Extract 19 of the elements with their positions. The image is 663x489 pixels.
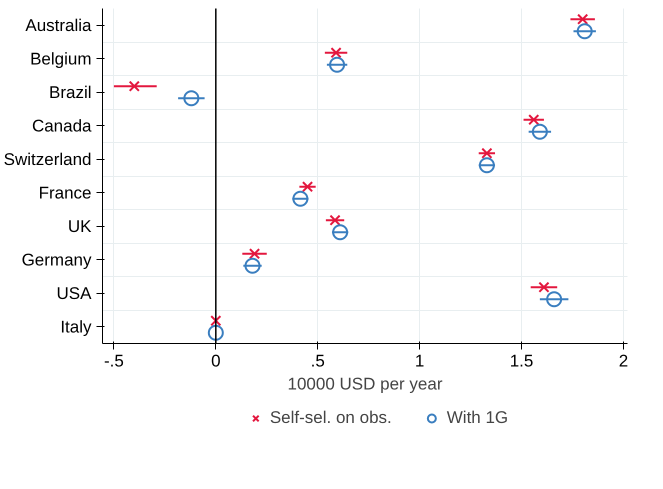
x-tick-label: 1.5 [510, 352, 534, 370]
y-tick-label: Brazil [48, 82, 92, 102]
x-tick-label: 1 [414, 352, 424, 370]
x-tick-label: 0 [211, 352, 221, 370]
x-tick-label: -.5 [104, 352, 124, 370]
y-tick-label: Canada [32, 116, 92, 136]
y-tick-label: Italy [60, 317, 92, 336]
y-tick-label: UK [68, 216, 92, 236]
legend-label: With 1G [446, 408, 508, 428]
y-tick-label: Australia [25, 16, 92, 35]
y-tick-label: USA [56, 284, 92, 303]
y-tick-label: Germany [22, 250, 92, 270]
y-tick-label: Belgium [30, 49, 92, 68]
x-axis-title: 10000 USD per year [288, 374, 443, 394]
x-tick-label: .5 [310, 352, 325, 370]
legend-label: Self-sel. on obs. [270, 408, 392, 428]
y-tick-label: Switzerland [4, 150, 92, 169]
y-tick-label: France [38, 183, 92, 202]
x-tick-label: 2 [618, 352, 628, 370]
